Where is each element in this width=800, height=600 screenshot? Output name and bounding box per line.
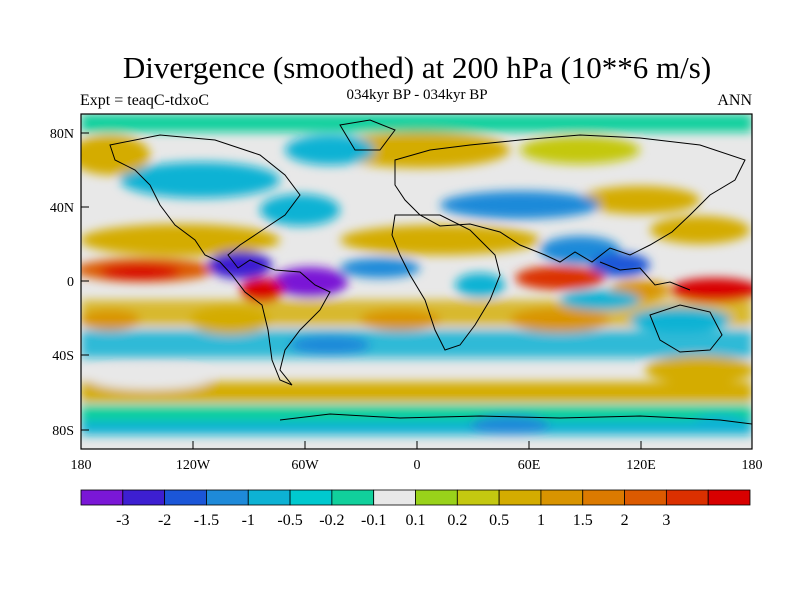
- colorbar-label: -1.5: [194, 512, 219, 529]
- colorbar-label: -1: [242, 512, 255, 529]
- plot-title: Divergence (smoothed) at 200 hPa (10**6 …: [122, 50, 712, 85]
- colorbar-swatch: [122, 489, 166, 506]
- colorbar-label: -2: [158, 512, 171, 529]
- colorbar-swatch: [707, 489, 751, 506]
- experiment-label: Expt = teaqC-tdxoC: [80, 92, 210, 109]
- x-tick-label: 60E: [518, 458, 541, 473]
- y-tick-label: 40S: [52, 349, 74, 364]
- colorbar-swatch: [80, 489, 124, 506]
- x-tick-label: 0: [414, 458, 421, 473]
- colorbar-swatch: [206, 489, 249, 506]
- colorbar-swatch: [415, 489, 458, 506]
- y-tick-label: 80N: [50, 127, 74, 142]
- map-field: [81, 114, 752, 449]
- colorbar-swatch: [247, 489, 291, 506]
- x-tick-label: 120W: [176, 458, 211, 473]
- colorbar-swatch: [373, 489, 416, 506]
- colorbar: -3 -2 -1.5 -1 -0.5 -0.2 -0.1 0.1 0.2 0.5 1 1.5 2 3: [80, 489, 751, 529]
- x-tick-label: 180: [71, 458, 92, 473]
- colorbar-swatch: [582, 489, 625, 506]
- colorbar-label: -0.5: [277, 512, 302, 529]
- axis-ticks: [80, 132, 753, 449]
- divergence-field: [81, 114, 752, 435]
- y-tick-label: 80S: [52, 424, 74, 439]
- x-tick-label: 120E: [626, 458, 656, 473]
- colorbar-swatch: [498, 489, 542, 506]
- x-tick-label: 180: [742, 458, 763, 473]
- season-label: ANN: [717, 92, 752, 109]
- colorbar-swatch: [665, 489, 709, 506]
- colorbar-swatch: [331, 489, 375, 506]
- colorbar-label: 0.5: [489, 512, 509, 529]
- colorbar-swatch: [624, 489, 667, 506]
- colorbar-label: -0.1: [361, 512, 386, 529]
- y-tick-label: 0: [67, 275, 74, 290]
- colorbar-label: 0.2: [447, 512, 467, 529]
- colorbar-label: 3: [662, 512, 670, 529]
- time-period-label: 034kyr BP - 034kyr BP: [346, 87, 488, 103]
- colorbar-label: 0.1: [406, 512, 426, 529]
- colorbar-label: 1: [537, 512, 545, 529]
- colorbar-swatch: [289, 489, 333, 506]
- coastlines: [109, 119, 752, 425]
- colorbar-label: -0.2: [319, 512, 344, 529]
- x-tick-label: 60W: [291, 458, 319, 473]
- colorbar-swatch: [540, 489, 584, 506]
- colorbar-label: -3: [116, 512, 129, 529]
- colorbar-swatch: [456, 489, 500, 506]
- colorbar-swatch: [164, 489, 207, 506]
- colorbar-label: 2: [621, 512, 629, 529]
- y-tick-label: 40N: [50, 201, 74, 216]
- colorbar-label: 1.5: [573, 512, 593, 529]
